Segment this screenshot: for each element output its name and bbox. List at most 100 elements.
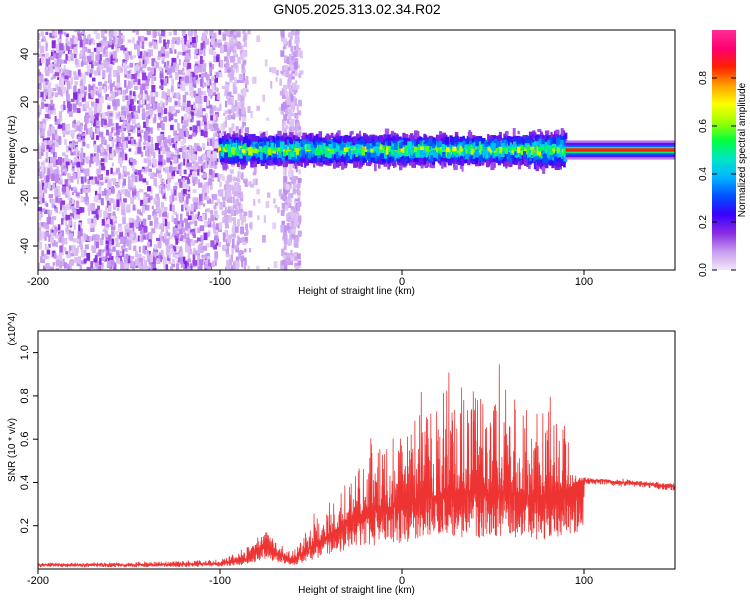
spectrogram-cell (93, 118, 97, 127)
spectrogram-cell (137, 170, 142, 176)
spectrogram-cell (146, 266, 150, 270)
spectrogram-cell (263, 215, 266, 223)
spectrogram-cell (98, 108, 102, 116)
spectrogram-cell (224, 215, 229, 219)
spectrogram-cell (153, 214, 157, 219)
spectrogram-cell (156, 237, 161, 241)
spectrogram-cell (297, 30, 300, 33)
spectrogram-cell (42, 35, 46, 40)
spectrogram-cell (203, 64, 206, 71)
spectrogram-cell (203, 131, 208, 138)
spectrogram-cell (108, 68, 112, 75)
spectrogram-cell (241, 172, 244, 177)
spectrogram-cell (70, 253, 75, 257)
spectrogram-cell (114, 231, 119, 235)
spectrogram-cell (148, 172, 151, 177)
spectrogram-cell (82, 152, 86, 158)
spectrogram-cell (151, 149, 155, 156)
spectrogram-cell (76, 125, 81, 131)
spectrogram-cell (124, 264, 130, 269)
spectrogram-cell (99, 65, 103, 71)
spectrogram-cell (247, 30, 251, 35)
spectrogram-cell (117, 207, 120, 212)
spectrogram-cell (42, 118, 47, 126)
spectrogram-cell (230, 254, 233, 263)
spectrogram-cell (189, 126, 193, 131)
spectrogram-cell (79, 264, 83, 270)
spectrogram-cell (98, 160, 103, 165)
spectrogram-cell (60, 231, 63, 237)
spectrogram-cell (51, 30, 55, 37)
spectrogram-cell (101, 166, 106, 171)
spectrogram-cell (235, 226, 239, 233)
spectrogram-cell (64, 79, 68, 83)
spectrogram-cell (211, 199, 214, 204)
spectrogram-cell (528, 131, 533, 139)
spectrogram-cell (136, 253, 141, 260)
spectrogram-cell (144, 59, 148, 65)
spectrogram-cell (56, 138, 59, 143)
spectrogram-cell (51, 227, 54, 231)
spectrogram-cell (147, 148, 151, 157)
spectrogram-cell (38, 222, 42, 230)
spectrogram-cell (297, 110, 302, 116)
spectrogram-cell (153, 244, 158, 250)
spectrogram-cell (177, 154, 181, 159)
spectrogram-cell (90, 261, 94, 269)
spectrogram-cell (298, 215, 302, 222)
spectrogram-cell (72, 246, 76, 254)
spectrogram-cell (193, 247, 196, 255)
spectrogram-cell (146, 233, 149, 240)
spectrogram-cell (132, 232, 137, 241)
spectrogram-cell (177, 224, 181, 230)
spectrogram-cell (58, 49, 62, 55)
spectrogram-cell (80, 165, 83, 170)
spectrogram-cell (226, 198, 230, 203)
spectrogram-cell (61, 171, 66, 176)
spectrogram-cell (287, 113, 292, 120)
spectrogram-cell (108, 118, 113, 127)
spectrogram-cell (174, 135, 179, 142)
spectrogram-cell (228, 258, 232, 266)
spectrogram-cell (142, 235, 146, 240)
spectrogram-cell (77, 150, 80, 157)
spectrogram-cell (96, 127, 99, 134)
spectrogram-cell (113, 132, 117, 136)
spectrogram-cell (73, 157, 77, 164)
spectrogram-cell (72, 50, 77, 55)
spectrogram-cell (189, 83, 192, 91)
spectrogram-cell (48, 211, 51, 220)
spectrogram-cell (180, 78, 183, 86)
spectrogram-cell (167, 39, 170, 45)
spectrogram-cell (154, 223, 158, 229)
spectrogram-cell (107, 261, 111, 268)
spectrogram-cell (162, 192, 166, 199)
spectrogram-cell (78, 101, 82, 107)
spectrogram-cell (289, 193, 294, 199)
spectrogram-cell (168, 31, 172, 36)
spectrogram-cell (211, 194, 215, 200)
spectrogram-cell (116, 74, 120, 83)
spectrogram-cell (49, 124, 53, 133)
spectrogram-cell (195, 162, 198, 167)
spectrogram-cell (215, 127, 220, 134)
spectrogram-cell (38, 91, 42, 98)
spectrogram-cell (87, 55, 92, 63)
spectrogram-cell (193, 102, 196, 106)
spectrogram-cell (73, 119, 76, 124)
spectrogram-cell (187, 114, 192, 122)
spectrogram-cell (233, 232, 236, 239)
spectrogram-cell (294, 243, 299, 248)
spectrogram-cell (45, 88, 48, 96)
spectrogram-cell (188, 165, 193, 170)
spectrogram-cell (527, 164, 531, 169)
spectrogram-cell (237, 93, 241, 101)
spectrogram-cell (172, 193, 175, 202)
spectrogram-cell (137, 105, 141, 114)
spectrogram-cell (156, 204, 160, 209)
spectrogram-cell (69, 143, 74, 148)
spectrogram-cell (169, 142, 172, 146)
spectrogram-cell (163, 137, 168, 144)
spectrogram-cell (224, 56, 229, 62)
spectrogram-cell (210, 37, 216, 45)
